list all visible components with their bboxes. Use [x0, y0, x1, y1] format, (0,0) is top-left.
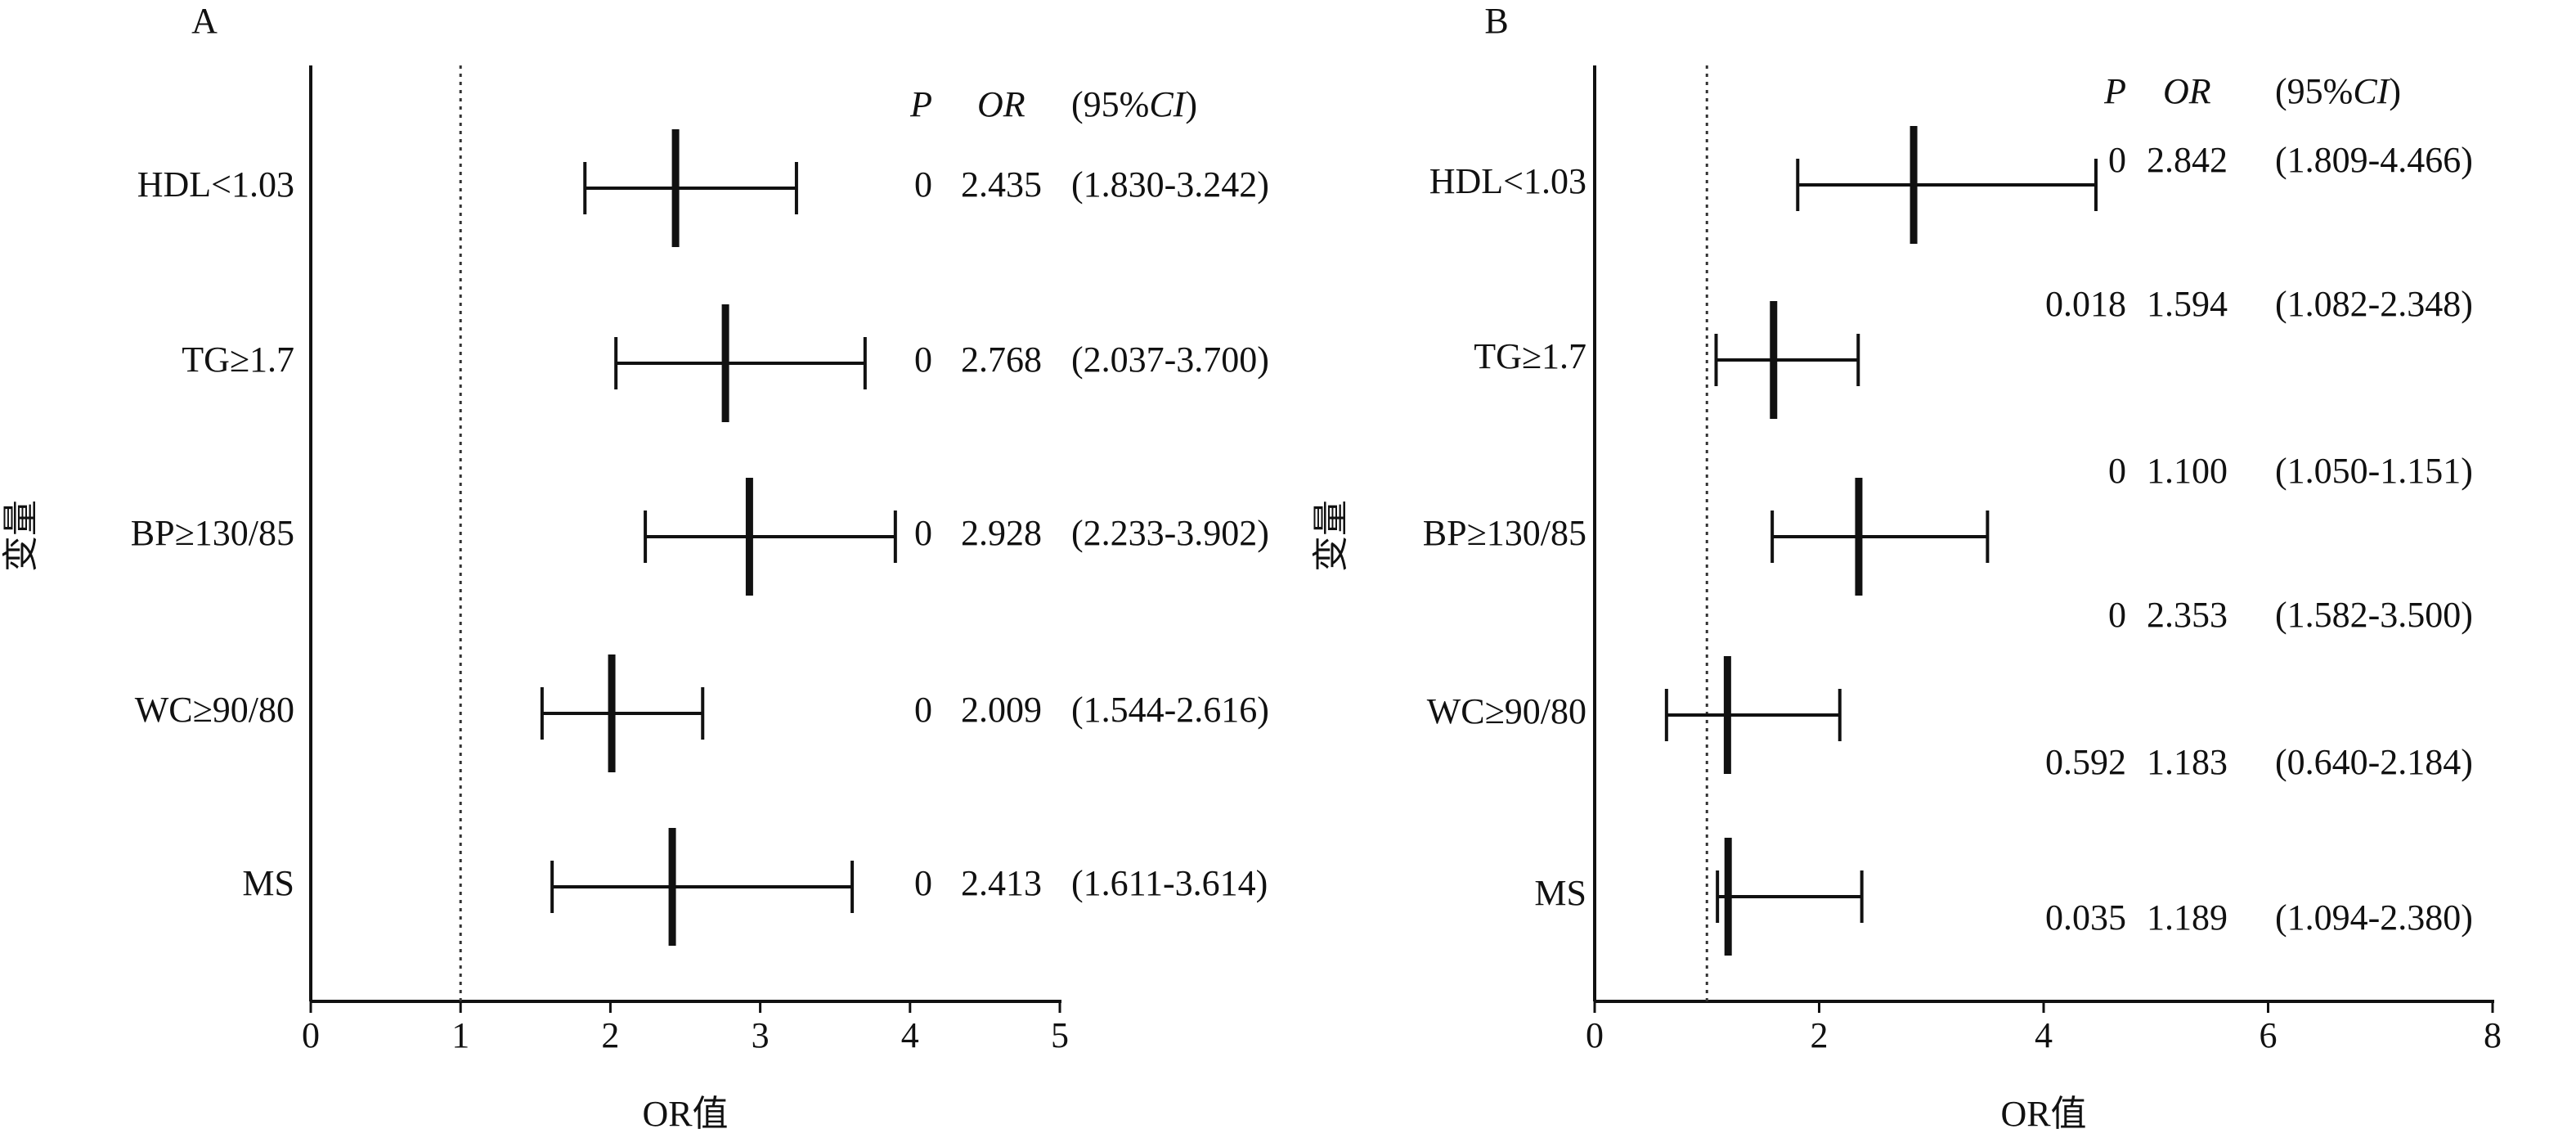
- y-axis-label: 变量: [1311, 500, 1351, 572]
- table-ci: (1.830-3.242): [1071, 164, 1269, 205]
- table-ci: (1.809-4.466): [2275, 140, 2473, 180]
- x-tick-label: 4: [2035, 1015, 2053, 1055]
- table-p: 0: [914, 164, 932, 205]
- table-header-part: CI: [1149, 84, 1187, 124]
- table-p: 0: [914, 690, 932, 730]
- x-tick-label: 6: [2260, 1015, 2278, 1055]
- category-label: BP≥130/85: [131, 513, 294, 553]
- table-or: 1.100: [2147, 451, 2228, 491]
- x-tick-label: 2: [1811, 1015, 1829, 1055]
- table-ci: (1.544-2.616): [1071, 690, 1269, 730]
- table-header-part: ): [2389, 71, 2401, 111]
- x-tick-label: 0: [1586, 1015, 1604, 1055]
- table-p: 0: [914, 513, 932, 553]
- table-ci: (2.233-3.902): [1071, 513, 1269, 553]
- table-p: 0: [2108, 140, 2126, 180]
- table-or: 2.435: [961, 164, 1042, 205]
- table-p: 0: [2108, 595, 2126, 635]
- category-label: MS: [242, 863, 294, 903]
- x-tick-label: 1: [451, 1015, 469, 1055]
- table-or: 2.768: [961, 340, 1042, 380]
- x-tick-label: 8: [2484, 1015, 2502, 1055]
- table-header-part: ): [1185, 84, 1197, 124]
- x-tick-label: 3: [752, 1015, 770, 1055]
- table-header-part: (95%: [1071, 84, 1149, 124]
- table-or: 1.189: [2147, 897, 2228, 938]
- x-axis-label: OR值: [2000, 1094, 2086, 1134]
- table-or: 2.928: [961, 513, 1042, 553]
- category-label: WC≥90/80: [135, 690, 294, 730]
- table-p: 0: [2108, 451, 2126, 491]
- category-label: WC≥90/80: [1427, 691, 1586, 731]
- table-header-ci: (95%CI): [1071, 84, 1197, 124]
- table-p: 0: [914, 863, 932, 903]
- category-label: BP≥130/85: [1423, 513, 1586, 553]
- table-or: 1.594: [2147, 284, 2228, 324]
- table-header-p: P: [909, 84, 932, 124]
- table-p: 0.592: [2045, 742, 2126, 782]
- y-axis-label: 变量: [1, 500, 41, 572]
- category-label: MS: [1534, 873, 1586, 913]
- x-tick-label: 4: [901, 1015, 919, 1055]
- category-label: TG≥1.7: [182, 340, 294, 380]
- table-ci: (1.611-3.614): [1071, 863, 1268, 903]
- table-header-part: (95%: [2275, 71, 2353, 111]
- table-header-or: OR: [977, 84, 1025, 124]
- table-p: 0.018: [2045, 284, 2126, 324]
- panel-label: A: [191, 1, 218, 41]
- table-ci: (1.094-2.380): [2275, 897, 2473, 938]
- table-header-ci: (95%CI): [2275, 71, 2401, 111]
- table-ci: (1.082-2.348): [2275, 284, 2473, 324]
- table-or: 1.183: [2147, 742, 2228, 782]
- table-or: 2.009: [961, 690, 1042, 730]
- table-header-p: P: [2103, 71, 2126, 111]
- table-header-part: CI: [2353, 71, 2390, 111]
- table-p: 0.035: [2045, 897, 2126, 938]
- table-ci: (2.037-3.700): [1071, 340, 1269, 380]
- x-tick-label: 0: [302, 1015, 320, 1055]
- panel-label: B: [1484, 1, 1508, 41]
- table-ci: (1.582-3.500): [2275, 595, 2473, 635]
- category-label: HDL<1.03: [137, 164, 294, 205]
- x-tick-label: 2: [601, 1015, 619, 1055]
- category-label: TG≥1.7: [1474, 336, 1586, 376]
- table-header-or: OR: [2163, 71, 2211, 111]
- category-label: HDL<1.03: [1429, 161, 1586, 201]
- table-or: 2.842: [2147, 140, 2228, 180]
- x-axis-label: OR值: [642, 1094, 728, 1134]
- table-or: 2.413: [961, 863, 1042, 903]
- table-ci: (0.640-2.184): [2275, 742, 2473, 782]
- table-or: 2.353: [2147, 595, 2228, 635]
- table-ci: (1.050-1.151): [2275, 451, 2473, 491]
- table-p: 0: [914, 340, 932, 380]
- x-tick-label: 5: [1051, 1015, 1069, 1055]
